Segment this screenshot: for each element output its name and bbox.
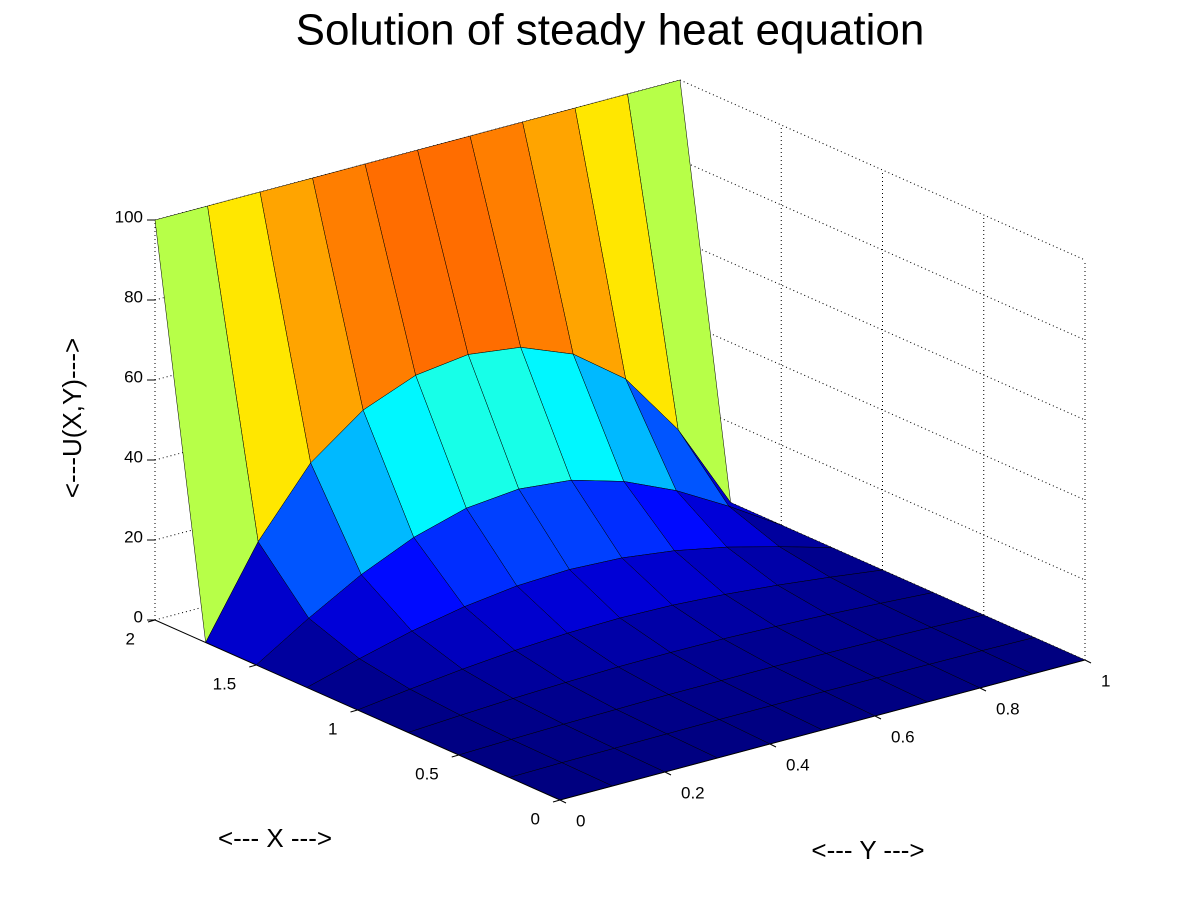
y-axis-line — [559, 659, 1086, 801]
y-tick-label: 0.8 — [996, 699, 1020, 718]
z-tick-label: 100 — [115, 207, 143, 226]
z-tick-label: 80 — [124, 287, 143, 306]
x-tick — [147, 619, 156, 623]
y-tick — [874, 715, 882, 720]
y-tick — [664, 771, 672, 776]
z-tick-label: 20 — [124, 527, 143, 546]
y-tick — [979, 687, 987, 692]
z-tick-label: 0 — [134, 607, 143, 626]
surface — [154, 79, 1086, 801]
y-tick — [559, 799, 567, 804]
x-tick — [350, 709, 358, 713]
x-tick-label: 0 — [531, 809, 540, 828]
x-tick-label: 2 — [126, 629, 135, 648]
y-axis-label: <--- Y ---> — [811, 835, 924, 865]
x-tick-label: 0.5 — [415, 764, 439, 783]
y-tick-label: 0.4 — [786, 755, 810, 774]
y-tick-label: 1 — [1101, 671, 1110, 690]
x-axis-label: <--- X ---> — [218, 823, 332, 853]
chart-title: Solution of steady heat equation — [296, 6, 925, 55]
y-tick-label: 0 — [576, 811, 585, 830]
x-tick — [451, 754, 459, 758]
x-tick — [552, 799, 561, 803]
x-tick — [249, 664, 257, 668]
y-tick-label: 0.6 — [891, 727, 915, 746]
z-axis-label: <---U(X,Y)---> — [57, 338, 87, 498]
z-tick-label: 40 — [124, 447, 143, 466]
x-tick-label: 1.5 — [213, 674, 237, 693]
x-tick-label: 1 — [328, 719, 337, 738]
z-tick-label: 60 — [124, 367, 143, 386]
y-tick — [1084, 659, 1092, 664]
y-tick-label: 0.2 — [681, 783, 705, 802]
y-tick — [769, 743, 777, 748]
